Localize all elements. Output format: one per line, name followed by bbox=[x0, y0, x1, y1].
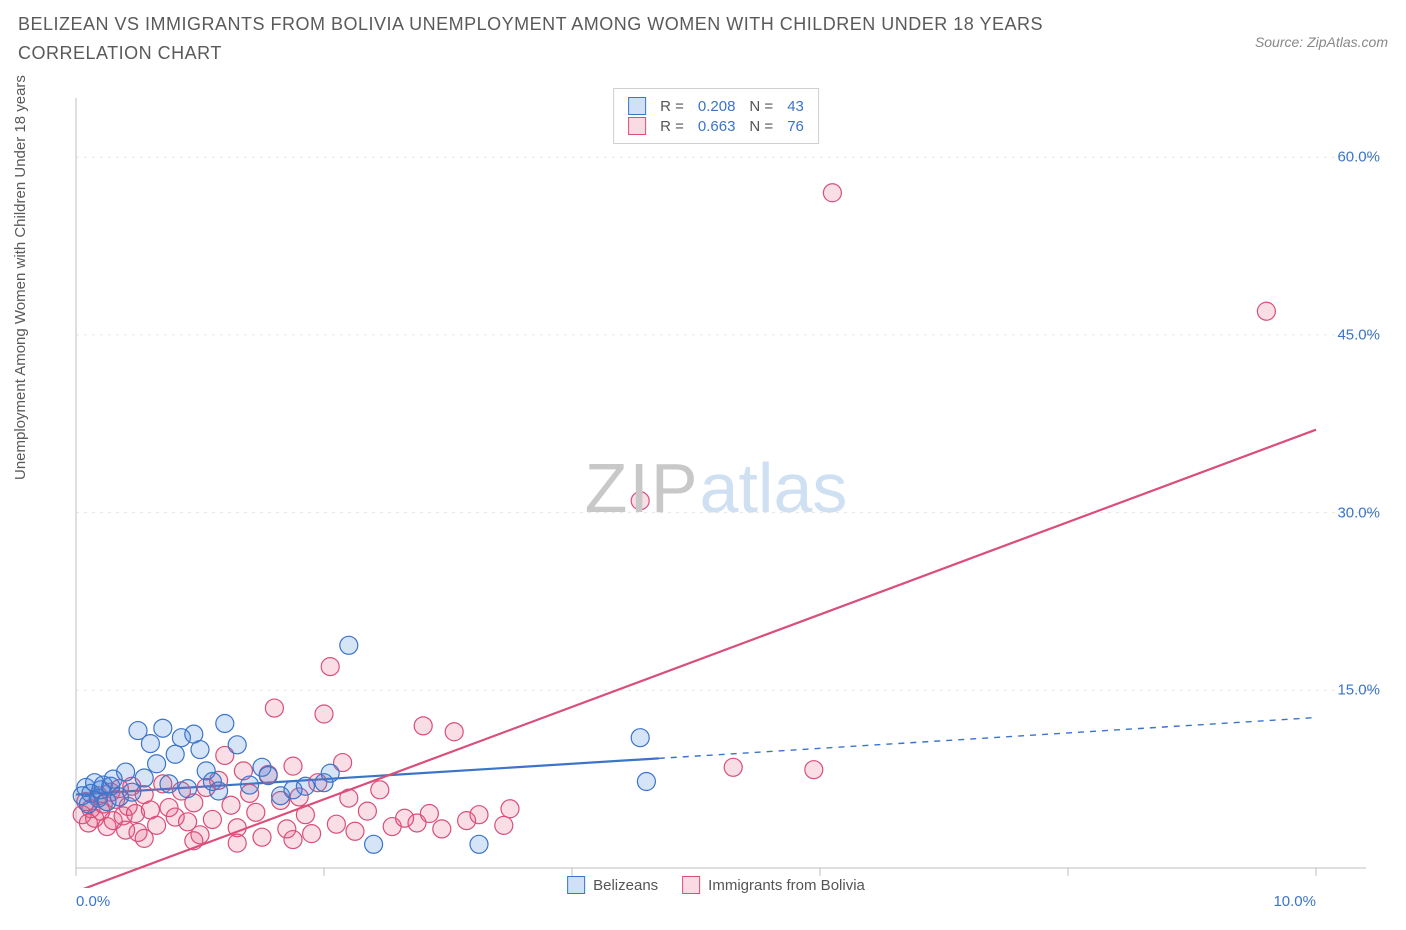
legend-label: Immigrants from Bolivia bbox=[708, 877, 865, 894]
legend-n-pink: 76 bbox=[787, 118, 804, 135]
x-tick-label: 10.0% bbox=[1273, 893, 1316, 910]
legend-row-pink: R = 0.663 N = 76 bbox=[628, 117, 804, 135]
legend-r-label: R = bbox=[660, 98, 684, 115]
legend-n-blue: 43 bbox=[787, 98, 804, 115]
legend-item-belizeans: Belizeans bbox=[567, 876, 658, 894]
swatch-pink-icon bbox=[628, 117, 646, 135]
legend-r-label: R = bbox=[660, 118, 684, 135]
legend-r-blue: 0.208 bbox=[698, 98, 736, 115]
legend-correlation: R = 0.208 N = 43 R = 0.663 N = 76 bbox=[613, 88, 819, 144]
legend-r-pink: 0.663 bbox=[698, 118, 736, 135]
y-tick-label: 15.0% bbox=[1337, 682, 1380, 699]
y-tick-label: 60.0% bbox=[1337, 149, 1380, 166]
x-tick-label: 0.0% bbox=[76, 893, 110, 910]
swatch-blue-icon bbox=[567, 876, 585, 894]
y-tick-label: 30.0% bbox=[1337, 504, 1380, 521]
swatch-blue-icon bbox=[628, 97, 646, 115]
y-axis-label: Unemployment Among Women with Children U… bbox=[12, 75, 29, 480]
source-label: Source: ZipAtlas.com bbox=[1255, 34, 1388, 50]
y-tick-label: 45.0% bbox=[1337, 326, 1380, 343]
legend-n-label: N = bbox=[749, 98, 773, 115]
legend-item-bolivia: Immigrants from Bolivia bbox=[682, 876, 865, 894]
legend-series: Belizeans Immigrants from Bolivia bbox=[567, 876, 865, 894]
legend-n-label: N = bbox=[749, 118, 773, 135]
chart-title: BELIZEAN VS IMMIGRANTS FROM BOLIVIA UNEM… bbox=[18, 10, 1138, 68]
scatter-plot bbox=[56, 88, 1376, 888]
legend-label: Belizeans bbox=[593, 877, 658, 894]
legend-row-blue: R = 0.208 N = 43 bbox=[628, 97, 804, 115]
plot-area: ZIPatlas R = 0.208 N = 43 R = 0.663 N = … bbox=[56, 88, 1376, 888]
swatch-pink-icon bbox=[682, 876, 700, 894]
